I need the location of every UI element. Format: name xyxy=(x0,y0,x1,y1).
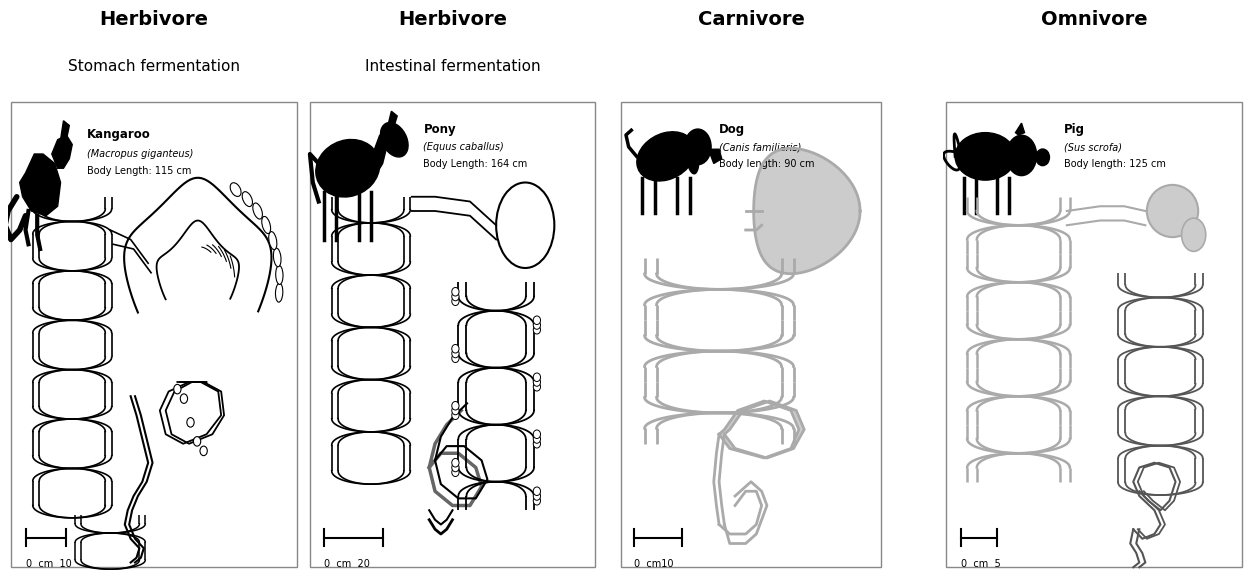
Polygon shape xyxy=(20,154,60,216)
Ellipse shape xyxy=(452,468,459,477)
Ellipse shape xyxy=(262,216,271,234)
Ellipse shape xyxy=(534,373,540,382)
Ellipse shape xyxy=(534,430,540,438)
Text: 0  cm10: 0 cm10 xyxy=(634,559,673,569)
Ellipse shape xyxy=(200,446,207,456)
Ellipse shape xyxy=(452,406,459,415)
Ellipse shape xyxy=(1146,185,1198,237)
Ellipse shape xyxy=(534,321,540,329)
Polygon shape xyxy=(708,149,722,164)
Ellipse shape xyxy=(534,325,540,334)
Ellipse shape xyxy=(253,203,262,219)
Polygon shape xyxy=(51,135,73,168)
Text: Body length: 90 cm: Body length: 90 cm xyxy=(719,159,814,169)
Text: (Equus caballus): (Equus caballus) xyxy=(424,142,504,152)
Text: 0  cm  5: 0 cm 5 xyxy=(961,559,1001,569)
Text: Kangaroo: Kangaroo xyxy=(86,128,150,141)
Polygon shape xyxy=(60,121,69,140)
Polygon shape xyxy=(719,401,804,458)
Polygon shape xyxy=(371,135,388,177)
Text: Herbivore: Herbivore xyxy=(99,10,208,28)
Ellipse shape xyxy=(452,354,459,362)
Ellipse shape xyxy=(534,316,540,325)
Ellipse shape xyxy=(452,292,459,301)
Ellipse shape xyxy=(316,140,380,197)
Text: (Canis familiaris): (Canis familiaris) xyxy=(719,142,802,152)
Text: Body Length: 115 cm: Body Length: 115 cm xyxy=(86,166,192,176)
Text: Omnivore: Omnivore xyxy=(1041,10,1148,28)
Polygon shape xyxy=(388,111,397,125)
Ellipse shape xyxy=(534,496,540,505)
Ellipse shape xyxy=(1036,149,1050,166)
Ellipse shape xyxy=(452,288,459,296)
Text: 0  cm  10: 0 cm 10 xyxy=(25,559,71,569)
Ellipse shape xyxy=(273,248,281,267)
Ellipse shape xyxy=(534,435,540,443)
Ellipse shape xyxy=(637,132,695,181)
Ellipse shape xyxy=(193,437,200,446)
Text: Pony: Pony xyxy=(424,123,456,136)
FancyBboxPatch shape xyxy=(946,102,1242,567)
Text: Body length: 125 cm: Body length: 125 cm xyxy=(1064,159,1165,169)
Ellipse shape xyxy=(268,231,277,249)
Text: Dog: Dog xyxy=(719,123,746,136)
FancyBboxPatch shape xyxy=(620,102,881,567)
Polygon shape xyxy=(753,148,860,274)
Text: (Sus scrofa): (Sus scrofa) xyxy=(1064,142,1121,152)
Ellipse shape xyxy=(684,129,712,165)
Ellipse shape xyxy=(452,349,459,358)
Ellipse shape xyxy=(452,297,459,306)
Ellipse shape xyxy=(452,345,459,353)
Ellipse shape xyxy=(687,139,699,174)
Ellipse shape xyxy=(276,283,283,302)
Ellipse shape xyxy=(534,440,540,448)
Ellipse shape xyxy=(452,411,459,419)
Polygon shape xyxy=(160,382,224,444)
Polygon shape xyxy=(1015,123,1025,135)
FancyBboxPatch shape xyxy=(11,102,297,567)
Text: Herbivore: Herbivore xyxy=(398,10,507,28)
Ellipse shape xyxy=(276,266,283,284)
Ellipse shape xyxy=(534,378,540,386)
Text: Intestinal fermentation: Intestinal fermentation xyxy=(365,59,540,74)
Ellipse shape xyxy=(180,394,188,403)
Ellipse shape xyxy=(242,191,252,206)
Ellipse shape xyxy=(534,492,540,501)
Text: Stomach fermentation: Stomach fermentation xyxy=(68,59,241,74)
Text: Carnivore: Carnivore xyxy=(698,10,804,28)
Text: Body Length: 164 cm: Body Length: 164 cm xyxy=(424,159,528,169)
Ellipse shape xyxy=(452,401,459,410)
Ellipse shape xyxy=(496,183,554,268)
Ellipse shape xyxy=(1182,218,1205,251)
Text: (Macropus giganteus): (Macropus giganteus) xyxy=(86,149,193,160)
Text: Pig: Pig xyxy=(1064,123,1085,136)
FancyBboxPatch shape xyxy=(309,102,595,567)
Ellipse shape xyxy=(174,385,180,394)
Ellipse shape xyxy=(534,487,540,495)
Ellipse shape xyxy=(381,122,408,157)
Ellipse shape xyxy=(534,382,540,391)
Ellipse shape xyxy=(955,133,1015,180)
Ellipse shape xyxy=(452,463,459,472)
Ellipse shape xyxy=(452,458,459,467)
Ellipse shape xyxy=(187,418,194,427)
Text: 0  cm  20: 0 cm 20 xyxy=(325,559,371,569)
Ellipse shape xyxy=(1006,135,1036,176)
Polygon shape xyxy=(124,178,272,313)
Ellipse shape xyxy=(231,183,241,197)
